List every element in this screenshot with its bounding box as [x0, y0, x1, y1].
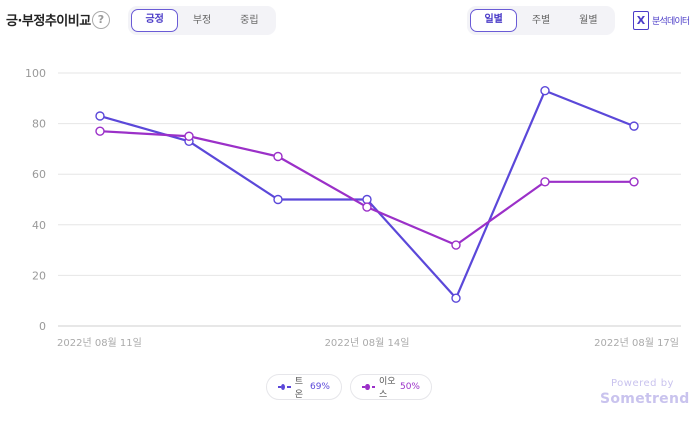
- page-title: 긍·부정추이비교: [6, 14, 91, 29]
- y-tick-label: 80: [32, 118, 46, 131]
- x-tick-label: 2022년 08월 11일: [57, 337, 142, 349]
- data-point-series-2: [629, 177, 639, 187]
- data-point-series-1: [629, 121, 639, 131]
- data-point-series-2: [362, 202, 372, 212]
- legend-label: 이오스: [378, 377, 396, 400]
- tab-daily[interactable]: 일별: [470, 9, 518, 32]
- legend-label: 트온: [294, 377, 304, 400]
- tab-neutral[interactable]: 중립: [240, 15, 259, 26]
- data-point-series-2: [451, 240, 461, 250]
- legend-marker: [365, 384, 370, 390]
- data-point-series-2: [540, 177, 550, 187]
- data-point-series-1: [95, 111, 105, 121]
- y-tick-label: 60: [32, 168, 46, 181]
- legend-item-series-2[interactable]: 이오스 50%: [350, 374, 432, 400]
- data-point-series-1: [540, 86, 550, 96]
- powered-by-text: Powered by: [611, 378, 674, 389]
- series-line-2: [99, 130, 634, 247]
- legend-line: [287, 386, 291, 388]
- legend-item-series-1[interactable]: 트온 69%: [266, 374, 342, 400]
- x-tick-label: 2022년 08월 17일: [594, 337, 679, 349]
- legend-share: 50%: [399, 382, 420, 392]
- sentiment-tab-group: 긍정 부정 중립: [128, 6, 276, 35]
- export-label: 분석데이터: [652, 17, 690, 27]
- legend-line: [362, 386, 366, 388]
- export-data-button[interactable]: X 분석데이터: [633, 11, 690, 30]
- series-line-1: [99, 89, 635, 300]
- y-tick-label: 40: [32, 219, 46, 232]
- data-point-series-2: [273, 151, 283, 162]
- legend-share: 69%: [309, 382, 330, 392]
- tab-weekly[interactable]: 주별: [531, 15, 551, 26]
- legend-marker: [281, 384, 286, 390]
- y-tick-label: 0: [39, 320, 46, 333]
- x-tick-label: 2022년 08월 14일: [325, 337, 410, 349]
- tab-positive[interactable]: 긍정: [131, 9, 179, 32]
- help-icon[interactable]: ?: [92, 11, 110, 29]
- legend-line: [278, 386, 282, 388]
- legend-line: [371, 386, 375, 388]
- tab-monthly[interactable]: 월별: [579, 15, 598, 26]
- data-point-series-2: [95, 126, 105, 136]
- brand-logo: Sometrend: [600, 391, 690, 407]
- excel-icon: X: [633, 11, 649, 30]
- data-point-series-1: [362, 194, 372, 205]
- data-point-series-1: [451, 293, 461, 303]
- tab-negative[interactable]: 부정: [192, 15, 212, 26]
- period-tab-group: 일별 주별 월별: [467, 6, 615, 35]
- data-point-series-2: [184, 131, 194, 141]
- y-tick-label: 100: [25, 67, 46, 80]
- y-tick-label: 20: [32, 269, 46, 282]
- data-point-series-1: [273, 194, 283, 205]
